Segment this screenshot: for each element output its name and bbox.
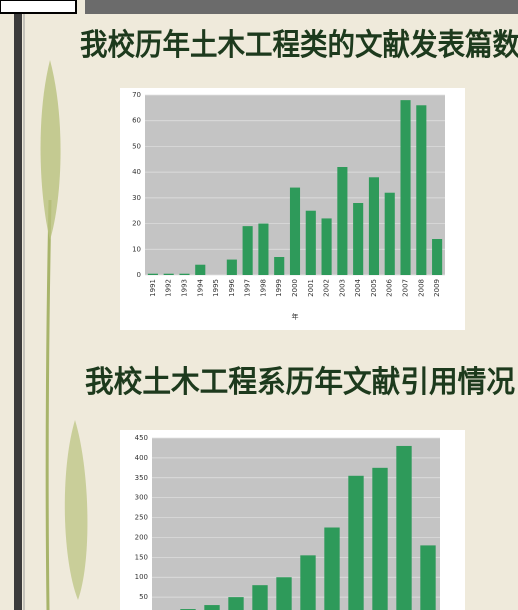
y-tick-label: 200 bbox=[135, 533, 148, 541]
bar bbox=[420, 545, 436, 610]
bar bbox=[276, 577, 292, 610]
barley-head bbox=[40, 60, 61, 240]
bar bbox=[321, 218, 332, 275]
bar bbox=[195, 264, 206, 275]
bar bbox=[289, 187, 301, 275]
y-tick-label: 10 bbox=[132, 245, 141, 253]
x-tick-label: 2000 bbox=[291, 279, 299, 297]
x-tick-label: 2002 bbox=[323, 279, 331, 297]
bar bbox=[258, 223, 269, 275]
bar bbox=[163, 273, 174, 275]
y-tick-label: 100 bbox=[135, 573, 148, 581]
y-tick-label: 50 bbox=[139, 593, 148, 601]
bar bbox=[179, 273, 190, 275]
bar bbox=[348, 475, 364, 610]
photo-strip bbox=[85, 0, 518, 14]
x-tick-label: 1992 bbox=[165, 279, 173, 297]
x-tick-label: 1991 bbox=[149, 279, 157, 297]
y-tick-label: 300 bbox=[135, 494, 148, 502]
y-tick-label: 20 bbox=[132, 220, 141, 228]
bar bbox=[226, 259, 237, 275]
x-tick-label: 1999 bbox=[275, 279, 283, 297]
x-tick-label: 2009 bbox=[433, 279, 441, 297]
y-tick-label: 0 bbox=[137, 271, 141, 279]
y-tick-label: 70 bbox=[132, 91, 141, 99]
bar bbox=[396, 445, 412, 610]
y-tick-label: 350 bbox=[135, 474, 148, 482]
bar bbox=[252, 585, 268, 610]
x-tick-label: 1994 bbox=[196, 278, 204, 296]
bar bbox=[416, 105, 427, 276]
x-tick-label: 2006 bbox=[386, 278, 394, 296]
y-tick-label: 400 bbox=[135, 454, 148, 462]
y-tick-label: 150 bbox=[135, 553, 148, 561]
x-tick-label: 2004 bbox=[354, 278, 362, 296]
x-axis-label: 年 bbox=[292, 312, 299, 321]
bar bbox=[300, 555, 316, 610]
x-tick-label: 1996 bbox=[228, 278, 236, 296]
bar bbox=[353, 203, 364, 275]
chart-title: 我校土木工程系历年文献引用情况 bbox=[85, 365, 515, 400]
bar bbox=[324, 527, 340, 610]
chart-title: 我校历年土木工程类的文献发表篇数 bbox=[80, 28, 518, 63]
left-bar bbox=[14, 14, 22, 610]
bar bbox=[368, 177, 379, 275]
bar bbox=[204, 605, 220, 610]
x-tick-label: 2005 bbox=[370, 279, 378, 297]
bar bbox=[274, 257, 285, 275]
corner-box bbox=[0, 0, 77, 14]
bar bbox=[337, 167, 348, 275]
bar bbox=[147, 273, 158, 275]
x-tick-label: 2003 bbox=[338, 279, 346, 297]
y-tick-label: 30 bbox=[132, 194, 141, 202]
y-tick-label: 60 bbox=[132, 117, 141, 125]
plots: 0 10 20 30 40 50 60 70 1991 1992 1993 1994 1995 1996 1… bbox=[132, 91, 445, 610]
x-tick-label: 1993 bbox=[180, 279, 188, 297]
bar bbox=[384, 192, 395, 275]
bar bbox=[305, 210, 316, 275]
bar bbox=[372, 467, 388, 610]
bar bbox=[242, 226, 253, 275]
x-tick-label: 2001 bbox=[307, 279, 315, 297]
x-tick-label: 1997 bbox=[244, 279, 252, 297]
x-tick-label: 2007 bbox=[402, 279, 410, 297]
bar bbox=[432, 239, 443, 275]
y-tick-label: 50 bbox=[132, 142, 141, 150]
x-tick-label: 1995 bbox=[212, 279, 220, 297]
x-tick-label: 2008 bbox=[417, 279, 425, 297]
y-tick-label: 450 bbox=[135, 434, 148, 442]
stalk bbox=[45, 199, 52, 610]
x-tick-label: 1998 bbox=[259, 279, 267, 297]
bar bbox=[400, 100, 411, 276]
barley-head bbox=[64, 420, 88, 600]
y-tick-label: 250 bbox=[135, 514, 148, 522]
y-tick-label: 40 bbox=[132, 168, 141, 176]
plot-area bbox=[152, 438, 440, 610]
bar bbox=[228, 597, 244, 610]
